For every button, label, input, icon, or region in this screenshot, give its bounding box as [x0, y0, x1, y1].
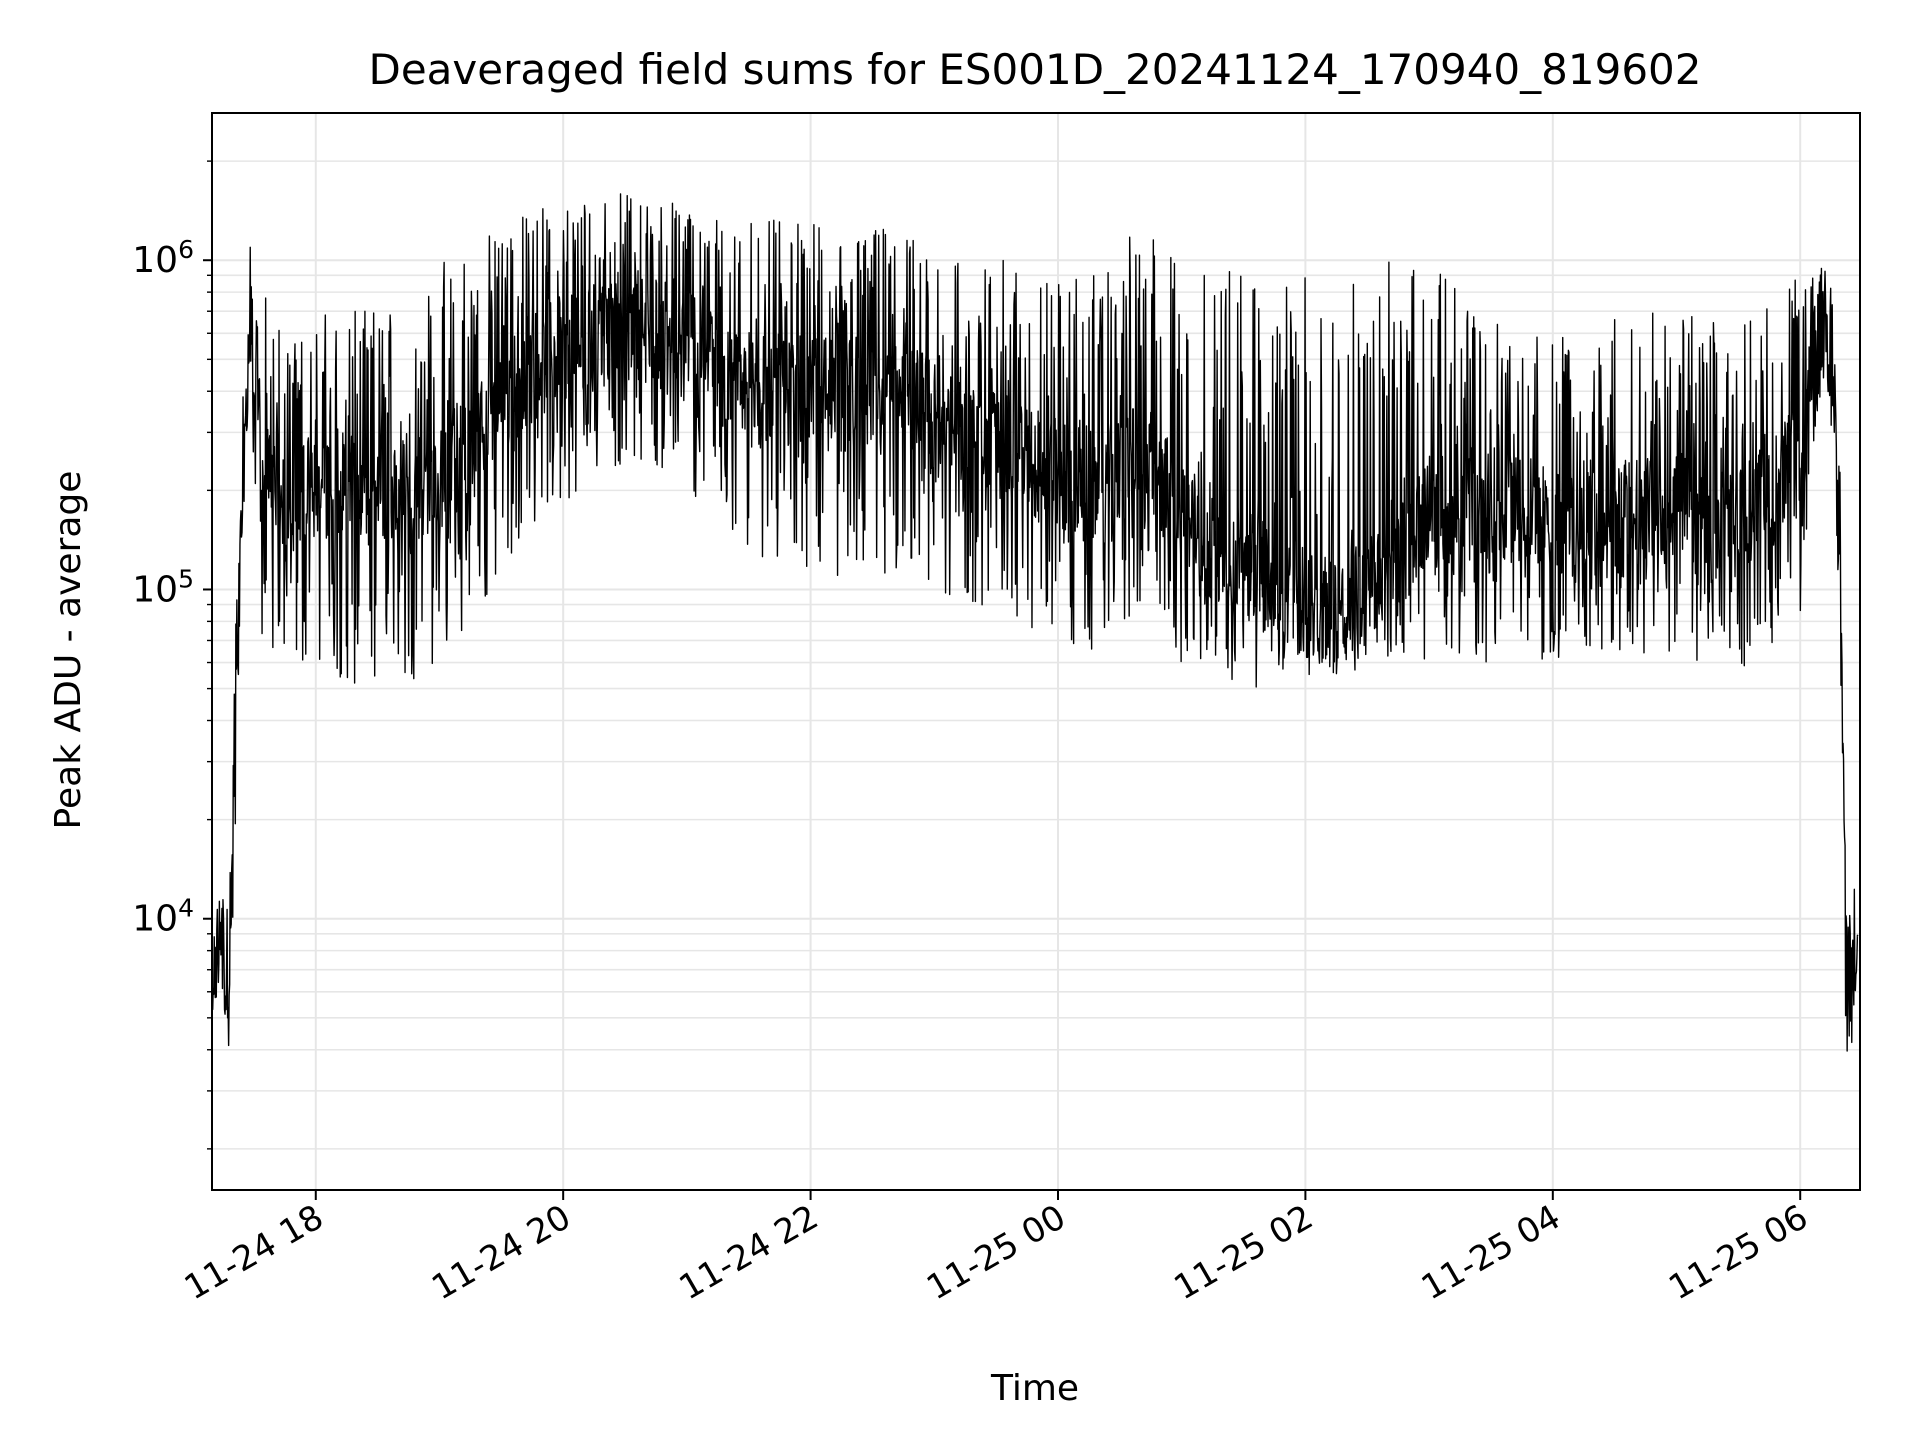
y-tick-label: 106 [132, 235, 194, 281]
y-axis-label: Peak ADU - average [48, 471, 89, 830]
plot-frame [211, 112, 1861, 1191]
chart-title: Deaveraged field sums for ES001D_2024112… [369, 45, 1702, 94]
data-line [211, 193, 1859, 1052]
y-tick-label: 105 [132, 564, 194, 610]
series-line [211, 193, 1859, 1052]
x-axis-label: Time [990, 1368, 1079, 1409]
y-tick-label: 104 [132, 894, 194, 940]
grid [212, 113, 1860, 1190]
